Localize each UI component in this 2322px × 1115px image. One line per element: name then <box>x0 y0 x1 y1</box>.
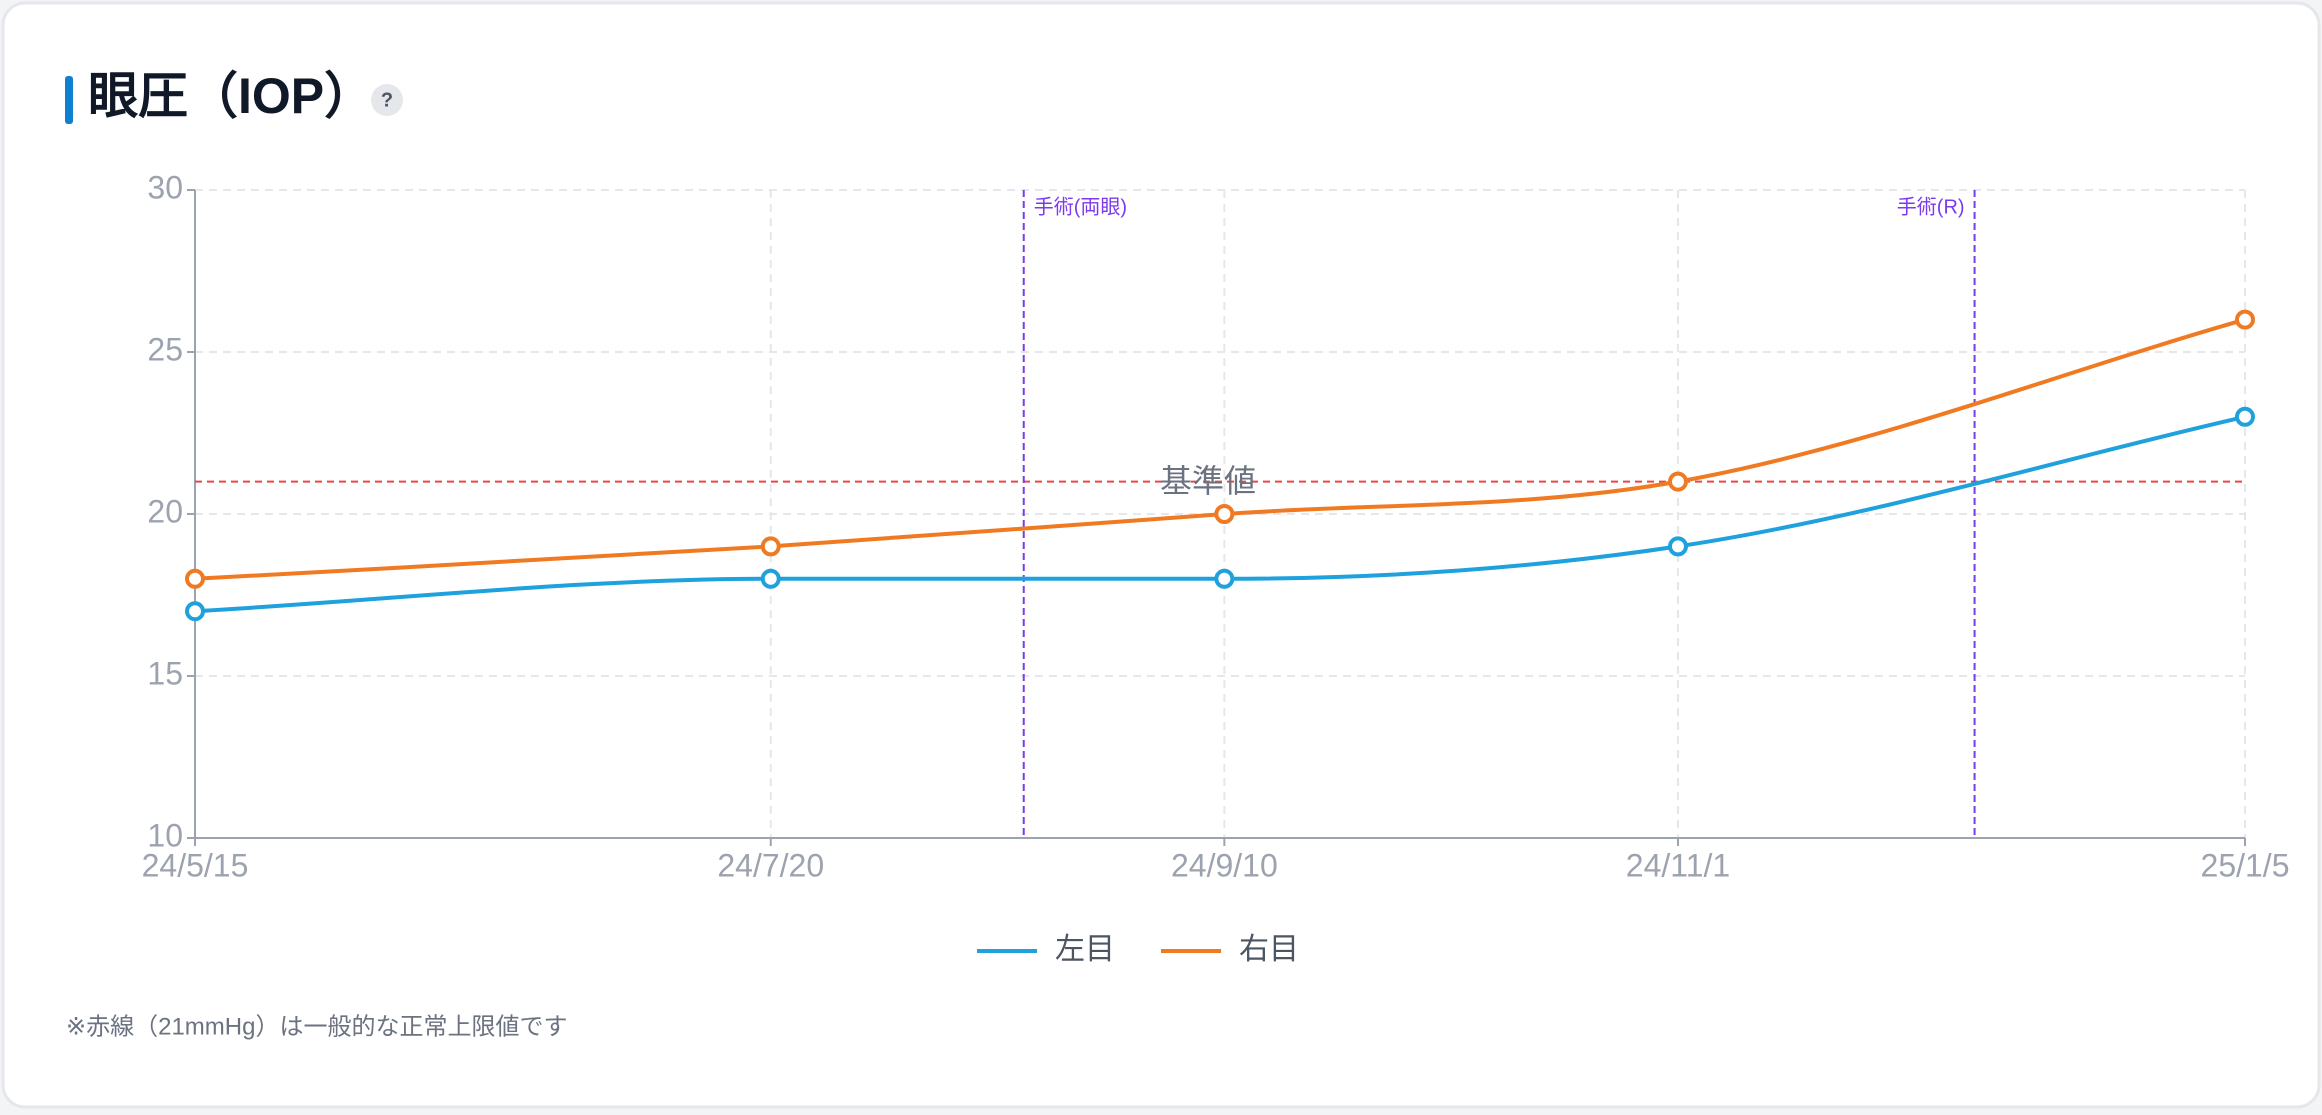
y-tick-label: 15 <box>147 655 183 691</box>
data-point <box>1667 471 1688 492</box>
x-tick-label: 24/11/1 <box>1626 847 1730 883</box>
x-tick-label: 24/9/10 <box>1171 847 1278 883</box>
legend-label: 左目 <box>1055 933 1115 966</box>
x-tick-label: 24/7/20 <box>717 847 824 883</box>
help-label[interactable]: ? <box>381 89 393 111</box>
y-tick-label: 20 <box>147 493 183 529</box>
data-point <box>760 568 781 589</box>
annotation-label: 手術(R) <box>1897 195 1965 218</box>
data-point <box>185 601 205 622</box>
chart-title: 眼圧（IOP） <box>88 68 374 124</box>
data-point <box>2235 406 2255 427</box>
y-tick-label: 25 <box>147 331 183 367</box>
data-point <box>1214 504 1235 524</box>
annotation-label: 手術(両眼) <box>1034 195 1127 218</box>
footnote: ※赤線（21mmHg）は一般的な正常上限値です <box>66 1013 567 1040</box>
y-tick-label: 10 <box>147 817 183 853</box>
title-accent <box>65 76 73 124</box>
data-point <box>185 568 205 589</box>
x-tick-label: 25/1/5 <box>2201 847 2290 883</box>
y-tick-label: 30 <box>147 169 183 205</box>
legend-label: 右目 <box>1239 933 1299 966</box>
data-point <box>2235 309 2255 330</box>
x-tick-label: 24/5/15 <box>142 847 249 883</box>
data-point <box>1667 536 1688 557</box>
data-point <box>1214 568 1235 589</box>
help-button[interactable] <box>371 84 403 116</box>
reference-label: 基準値 <box>1160 463 1256 499</box>
data-point <box>760 536 781 557</box>
